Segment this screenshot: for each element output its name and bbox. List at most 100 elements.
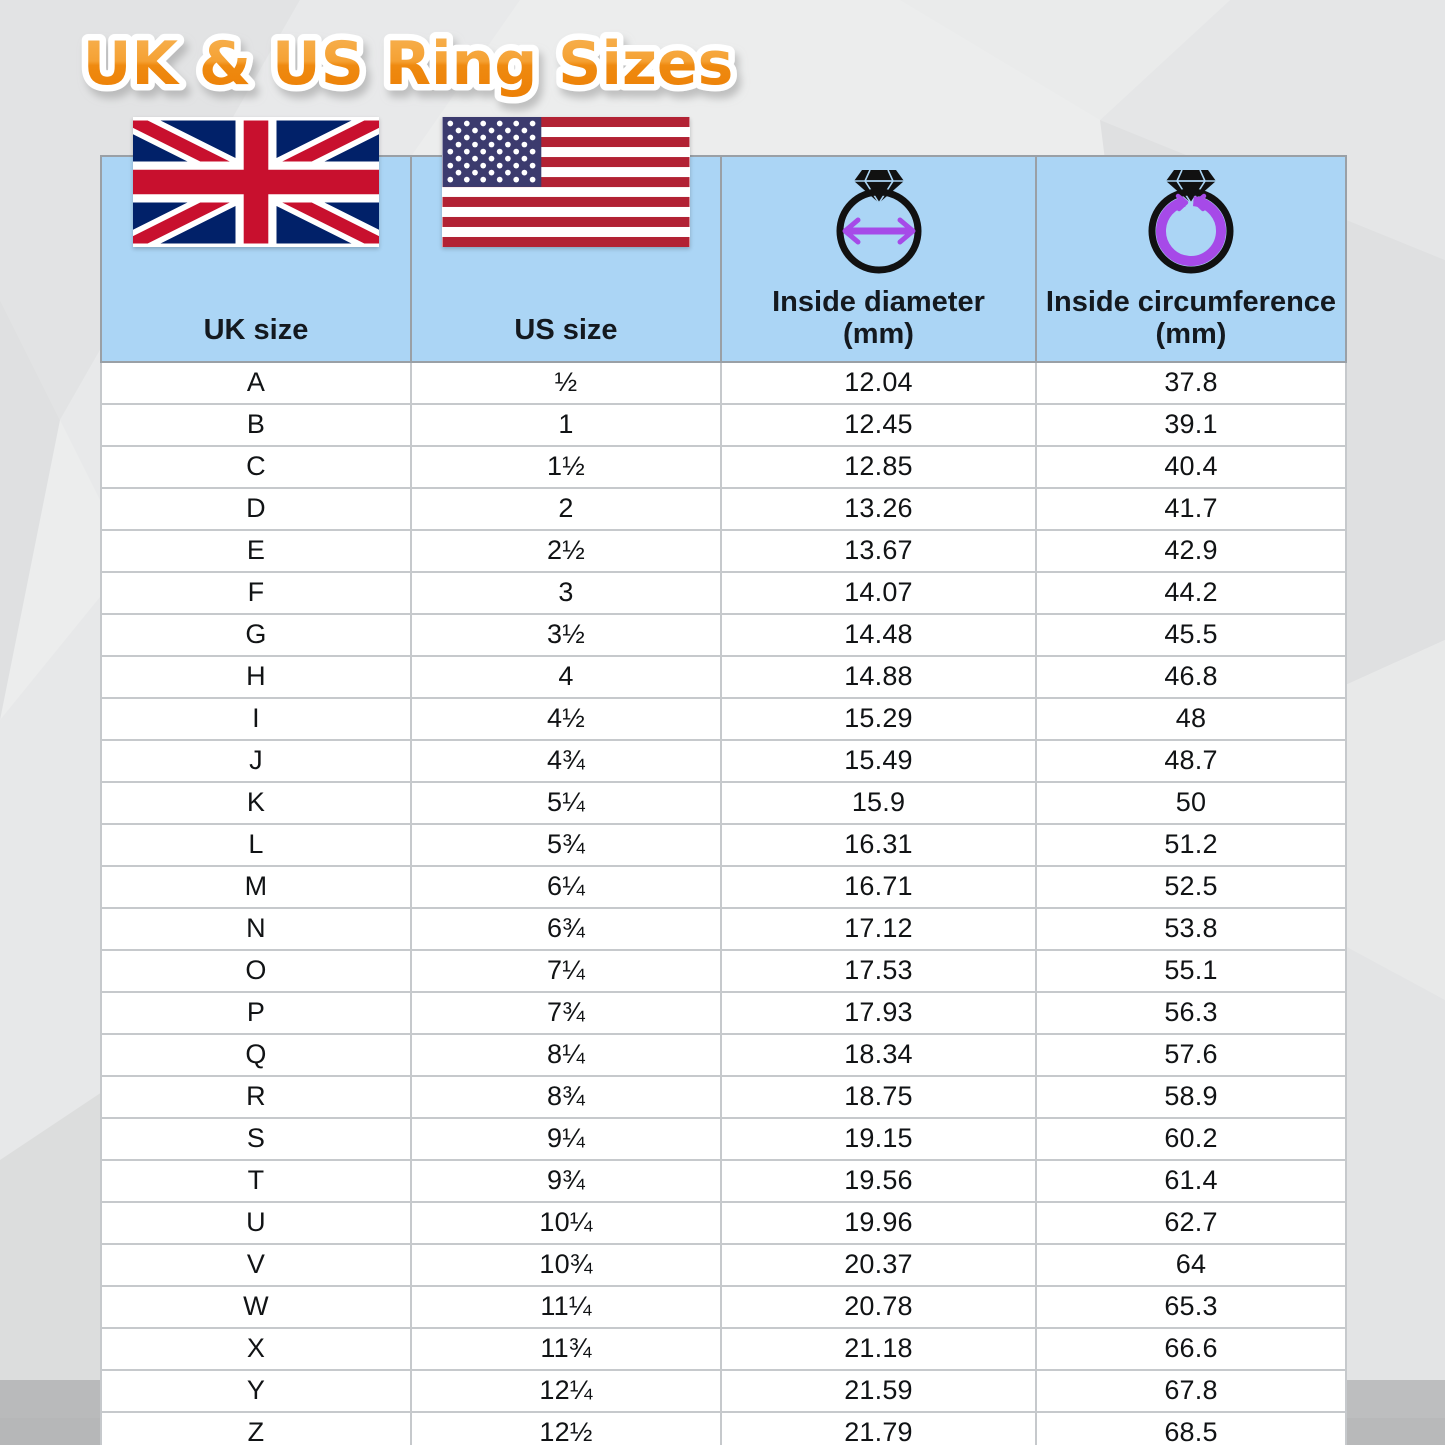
cell-uk-size: U bbox=[100, 1200, 412, 1245]
cell-inside-circumference: 41.7 bbox=[1035, 486, 1347, 531]
cell-inside-diameter: 21.59 bbox=[720, 1368, 1037, 1413]
column-header-uk-label: UK size bbox=[203, 314, 309, 347]
cell-inside-diameter: 17.93 bbox=[720, 990, 1037, 1035]
cell-uk-size: J bbox=[100, 738, 412, 783]
cell-inside-circumference: 48 bbox=[1035, 696, 1347, 741]
cell-uk-size: K bbox=[100, 780, 412, 825]
table-row: T 9¾ 19.56 61.4 bbox=[100, 1158, 1347, 1203]
column-header-inside-diameter-unit: (mm) bbox=[843, 318, 914, 351]
column-header-inside-circumference-label: Inside circumference bbox=[1045, 286, 1337, 318]
cell-us-size: 12½ bbox=[410, 1410, 722, 1445]
table-row: S 9¼ 19.15 60.2 bbox=[100, 1116, 1347, 1161]
cell-inside-diameter: 12.85 bbox=[720, 444, 1037, 489]
cell-inside-diameter: 12.04 bbox=[720, 360, 1037, 405]
cell-inside-diameter: 19.56 bbox=[720, 1158, 1037, 1203]
cell-us-size: 1½ bbox=[410, 444, 722, 489]
cell-uk-size: D bbox=[100, 486, 412, 531]
table-row: Z 12½ 21.79 68.5 bbox=[100, 1410, 1347, 1445]
cell-us-size: 3 bbox=[410, 570, 722, 615]
table-row: L 5¾ 16.31 51.2 bbox=[100, 822, 1347, 867]
cell-inside-diameter: 19.15 bbox=[720, 1116, 1037, 1161]
cell-inside-diameter: 20.37 bbox=[720, 1242, 1037, 1287]
table-row: J 4¾ 15.49 48.7 bbox=[100, 738, 1347, 783]
table-row: O 7¼ 17.53 55.1 bbox=[100, 948, 1347, 993]
table-row: V 10¾ 20.37 64 bbox=[100, 1242, 1347, 1287]
cell-uk-size: V bbox=[100, 1242, 412, 1287]
cell-inside-circumference: 58.9 bbox=[1035, 1074, 1347, 1119]
cell-inside-circumference: 67.8 bbox=[1035, 1368, 1347, 1413]
cell-us-size: 12¼ bbox=[410, 1368, 722, 1413]
ring-diameter-icon bbox=[726, 157, 1031, 280]
cell-inside-diameter: 13.26 bbox=[720, 486, 1037, 531]
table-row: D 2 13.26 41.7 bbox=[100, 486, 1347, 531]
table-row: M 6¼ 16.71 52.5 bbox=[100, 864, 1347, 909]
ring-circumference-icon bbox=[1041, 157, 1341, 280]
table-row: R 8¾ 18.75 58.9 bbox=[100, 1074, 1347, 1119]
table-row: B 1 12.45 39.1 bbox=[100, 402, 1347, 447]
table-row: K 5¼ 15.9 50 bbox=[100, 780, 1347, 825]
cell-uk-size: X bbox=[100, 1326, 412, 1371]
cell-inside-circumference: 37.8 bbox=[1035, 360, 1347, 405]
cell-us-size: 6¼ bbox=[410, 864, 722, 909]
table-row: Q 8¼ 18.34 57.6 bbox=[100, 1032, 1347, 1077]
cell-us-size: 2 bbox=[410, 486, 722, 531]
cell-uk-size: Q bbox=[100, 1032, 412, 1077]
cell-uk-size: S bbox=[100, 1116, 412, 1161]
us-flag-icon bbox=[442, 117, 690, 247]
cell-uk-size: I bbox=[100, 696, 412, 741]
table-row: Y 12¼ 21.59 67.8 bbox=[100, 1368, 1347, 1413]
table-row: P 7¾ 17.93 56.3 bbox=[100, 990, 1347, 1035]
table-row: N 6¾ 17.12 53.8 bbox=[100, 906, 1347, 951]
table-header-row: UK size bbox=[100, 117, 1347, 363]
cell-uk-size: P bbox=[100, 990, 412, 1035]
cell-inside-diameter: 15.29 bbox=[720, 696, 1037, 741]
cell-us-size: 4 bbox=[410, 654, 722, 699]
cell-uk-size: M bbox=[100, 864, 412, 909]
cell-us-size: 2½ bbox=[410, 528, 722, 573]
cell-inside-diameter: 17.12 bbox=[720, 906, 1037, 951]
page-title: UK & US Ring Sizes UK & US Ring Sizes bbox=[76, 23, 740, 106]
cell-inside-diameter: 18.34 bbox=[720, 1032, 1037, 1077]
column-header-inside-diameter: Inside diameter (mm) bbox=[720, 155, 1037, 363]
cell-uk-size: Z bbox=[100, 1410, 412, 1445]
cell-inside-diameter: 15.49 bbox=[720, 738, 1037, 783]
cell-inside-circumference: 66.6 bbox=[1035, 1326, 1347, 1371]
uk-flag-icon bbox=[133, 117, 379, 247]
cell-uk-size: R bbox=[100, 1074, 412, 1119]
table-row: F 3 14.07 44.2 bbox=[100, 570, 1347, 615]
cell-uk-size: O bbox=[100, 948, 412, 993]
cell-uk-size: B bbox=[100, 402, 412, 447]
cell-us-size: 11¼ bbox=[410, 1284, 722, 1329]
cell-uk-size: G bbox=[100, 612, 412, 657]
table-row: W 11¼ 20.78 65.3 bbox=[100, 1284, 1347, 1329]
cell-us-size: 1 bbox=[410, 402, 722, 447]
cell-inside-circumference: 48.7 bbox=[1035, 738, 1347, 783]
column-header-us-label: US size bbox=[514, 314, 618, 347]
cell-inside-circumference: 60.2 bbox=[1035, 1116, 1347, 1161]
cell-inside-diameter: 16.71 bbox=[720, 864, 1037, 909]
column-header-inside-circumference: Inside circumference (mm) bbox=[1035, 155, 1347, 363]
cell-us-size: 4¾ bbox=[410, 738, 722, 783]
cell-uk-size: W bbox=[100, 1284, 412, 1329]
cell-uk-size: H bbox=[100, 654, 412, 699]
cell-inside-circumference: 61.4 bbox=[1035, 1158, 1347, 1203]
cell-us-size: ½ bbox=[410, 360, 722, 405]
cell-uk-size: N bbox=[100, 906, 412, 951]
page-title-outline: UK & US Ring Sizes bbox=[83, 29, 734, 99]
cell-inside-circumference: 57.6 bbox=[1035, 1032, 1347, 1077]
cell-us-size: 7¾ bbox=[410, 990, 722, 1035]
cell-us-size: 9¼ bbox=[410, 1116, 722, 1161]
cell-inside-circumference: 53.8 bbox=[1035, 906, 1347, 951]
cell-inside-diameter: 15.9 bbox=[720, 780, 1037, 825]
cell-uk-size: A bbox=[100, 360, 412, 405]
cell-uk-size: Y bbox=[100, 1368, 412, 1413]
table-row: G 3½ 14.48 45.5 bbox=[100, 612, 1347, 657]
cell-inside-circumference: 65.3 bbox=[1035, 1284, 1347, 1329]
table-row: I 4½ 15.29 48 bbox=[100, 696, 1347, 741]
cell-inside-circumference: 51.2 bbox=[1035, 822, 1347, 867]
cell-us-size: 8¾ bbox=[410, 1074, 722, 1119]
cell-inside-circumference: 64 bbox=[1035, 1242, 1347, 1287]
cell-inside-circumference: 50 bbox=[1035, 780, 1347, 825]
cell-uk-size: L bbox=[100, 822, 412, 867]
cell-us-size: 7¼ bbox=[410, 948, 722, 993]
